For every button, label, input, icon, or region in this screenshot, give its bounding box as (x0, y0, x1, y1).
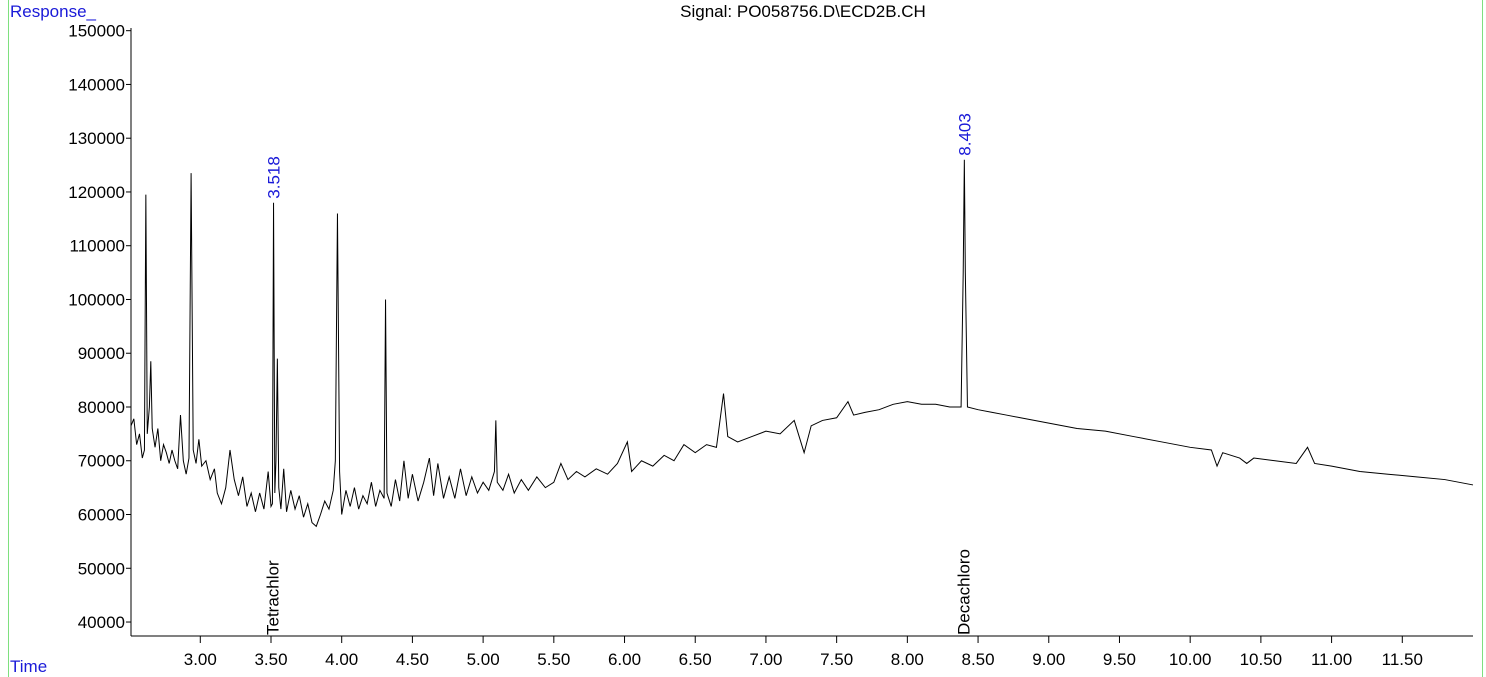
x-tick-label: 11.00 (1311, 650, 1352, 669)
x-tick-label: 5.00 (467, 650, 500, 669)
x-tick-label: 9.50 (1103, 650, 1136, 669)
x-tick-label: 6.00 (608, 650, 641, 669)
y-tick-label: 90000 (78, 344, 125, 363)
x-tick-label: 3.00 (184, 650, 217, 669)
y-tick-label: 150000 (68, 22, 125, 41)
x-tick-label: 10.00 (1169, 650, 1212, 669)
x-axis-label: Time (10, 657, 47, 676)
x-tick-label: 8.50 (962, 650, 995, 669)
x-tick-label: 9.00 (1032, 650, 1065, 669)
y-tick-label: 120000 (68, 183, 125, 202)
signal-trace (130, 159, 1474, 528)
peak-name-label: Decachloro (954, 549, 973, 635)
x-tick-label: 10.50 (1240, 650, 1283, 669)
y-tick-label: 140000 (68, 75, 125, 94)
x-tick-label: 7.00 (749, 650, 782, 669)
x-tick-label: 11.50 (1382, 650, 1423, 669)
y-tick-label: 110000 (70, 237, 125, 256)
peak-time-label: 3.518 (265, 156, 284, 199)
y-tick-label: 130000 (68, 129, 125, 148)
y-axis-label: Response_ (10, 2, 97, 21)
x-tick-label: 4.00 (325, 650, 358, 669)
x-tick-label: 8.00 (891, 650, 924, 669)
x-tick-label: 3.50 (254, 650, 287, 669)
x-tick-label: 5.50 (537, 650, 570, 669)
peak-time-label: 8.403 (955, 113, 974, 156)
y-tick-label: 50000 (78, 559, 125, 578)
y-tick-label: 80000 (78, 398, 125, 417)
x-tick-label: 7.50 (820, 650, 853, 669)
peak-name-label: Tetrachlor (264, 560, 283, 635)
x-tick-label: 6.50 (679, 650, 712, 669)
y-tick-label: 70000 (78, 452, 125, 471)
y-tick-label: 60000 (78, 506, 125, 525)
y-tick-label: 40000 (78, 613, 125, 632)
y-tick-label: 100000 (68, 290, 125, 309)
x-tick-label: 4.50 (396, 650, 429, 669)
chart-title: Signal: PO058756.D\ECD2B.CH (680, 2, 926, 21)
